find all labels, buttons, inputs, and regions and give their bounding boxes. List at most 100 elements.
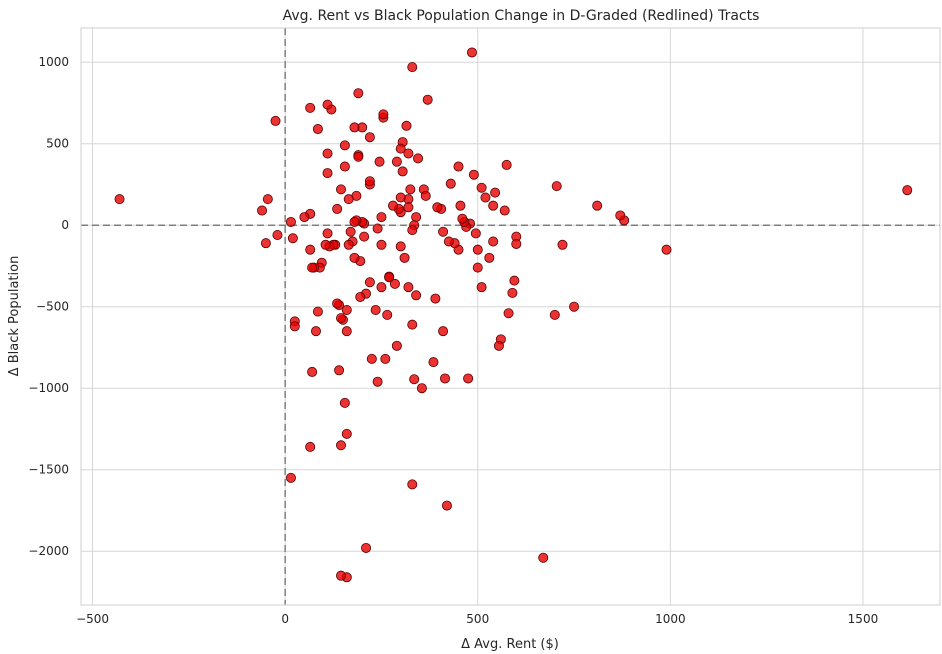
data-point (257, 205, 268, 216)
data-point (438, 226, 449, 237)
data-point (395, 241, 406, 252)
x-axis-label: Δ Avg. Rent ($) (461, 637, 559, 652)
data-point (332, 203, 343, 214)
data-point (353, 151, 364, 162)
data-point (114, 194, 125, 205)
reference-lines (81, 28, 940, 605)
data-point (370, 304, 381, 315)
data-point (372, 223, 383, 234)
data-point (549, 309, 560, 320)
data-point (411, 212, 422, 223)
data-point (457, 213, 468, 224)
x-tick-labels: −500 0 500 1000 1500 (76, 612, 878, 626)
data-point (310, 326, 321, 337)
data-point (405, 184, 416, 195)
data-point (902, 185, 913, 196)
data-point (441, 500, 452, 511)
data-point (503, 308, 514, 319)
data-point (453, 161, 464, 172)
data-point (332, 298, 343, 309)
data-point (501, 159, 512, 170)
data-point (372, 376, 383, 387)
data-point (339, 397, 350, 408)
data-point (322, 148, 333, 159)
data-point (336, 570, 347, 581)
data-points (114, 47, 913, 583)
data-point (366, 353, 377, 364)
data-point (493, 340, 504, 351)
data-point (336, 313, 347, 324)
data-point (538, 552, 549, 563)
data-point (395, 192, 406, 203)
x-tick-label: 0 (281, 612, 289, 626)
data-point (472, 244, 483, 255)
data-point (438, 326, 449, 337)
data-point (470, 228, 481, 239)
data-point (569, 301, 580, 312)
data-point (488, 200, 499, 211)
data-point (272, 230, 283, 241)
data-point (345, 226, 356, 237)
data-point (287, 233, 298, 244)
data-point (343, 239, 354, 250)
data-point (299, 212, 310, 223)
data-point (480, 192, 491, 203)
data-point (661, 244, 672, 255)
plot-frame (80, 27, 941, 606)
x-tick-label: −500 (76, 612, 109, 626)
x-tick-label: 500 (466, 612, 489, 626)
data-point (374, 156, 385, 167)
data-point (507, 287, 518, 298)
data-point (592, 200, 603, 211)
x-tick-label: 1500 (848, 612, 879, 626)
y-tick-label: −1000 (28, 381, 69, 395)
data-point (341, 304, 352, 315)
data-point (382, 309, 393, 320)
data-point (397, 166, 408, 177)
data-point (488, 236, 499, 247)
data-point (389, 278, 400, 289)
data-point (416, 383, 427, 394)
data-point (305, 441, 316, 452)
data-point (307, 366, 318, 377)
y-tick-label: −500 (36, 300, 69, 314)
data-point (355, 291, 366, 302)
data-point (422, 94, 433, 105)
data-point (349, 216, 360, 227)
data-point (420, 190, 431, 201)
data-point (499, 205, 510, 216)
y-tick-label: 0 (61, 218, 69, 232)
data-point (395, 143, 406, 154)
data-point (407, 225, 418, 236)
data-point (411, 290, 422, 301)
data-point (339, 140, 350, 151)
data-point (322, 168, 333, 179)
x-tick-label: 1000 (655, 612, 686, 626)
data-point (289, 321, 300, 332)
data-point (320, 239, 331, 250)
data-point (388, 200, 399, 211)
data-point (615, 210, 626, 221)
data-point (339, 161, 350, 172)
data-point (455, 200, 466, 211)
y-tick-labels: −2000 −1500 −1000 −500 0 500 1000 (28, 55, 69, 558)
data-point (428, 357, 439, 368)
data-point (312, 124, 323, 135)
data-point (472, 262, 483, 273)
data-point (407, 479, 418, 490)
data-point (361, 542, 372, 553)
data-point (476, 282, 487, 293)
data-point (376, 239, 387, 250)
y-tick-label: 1000 (38, 55, 69, 69)
data-point (376, 282, 387, 293)
data-point (484, 252, 495, 263)
data-point (407, 62, 418, 73)
y-tick-label: 500 (46, 137, 69, 151)
data-point (403, 202, 414, 213)
data-point (349, 122, 360, 133)
data-point (380, 353, 391, 364)
data-point (407, 319, 418, 330)
data-point (476, 182, 487, 193)
data-point (285, 472, 296, 483)
data-point (466, 47, 477, 58)
